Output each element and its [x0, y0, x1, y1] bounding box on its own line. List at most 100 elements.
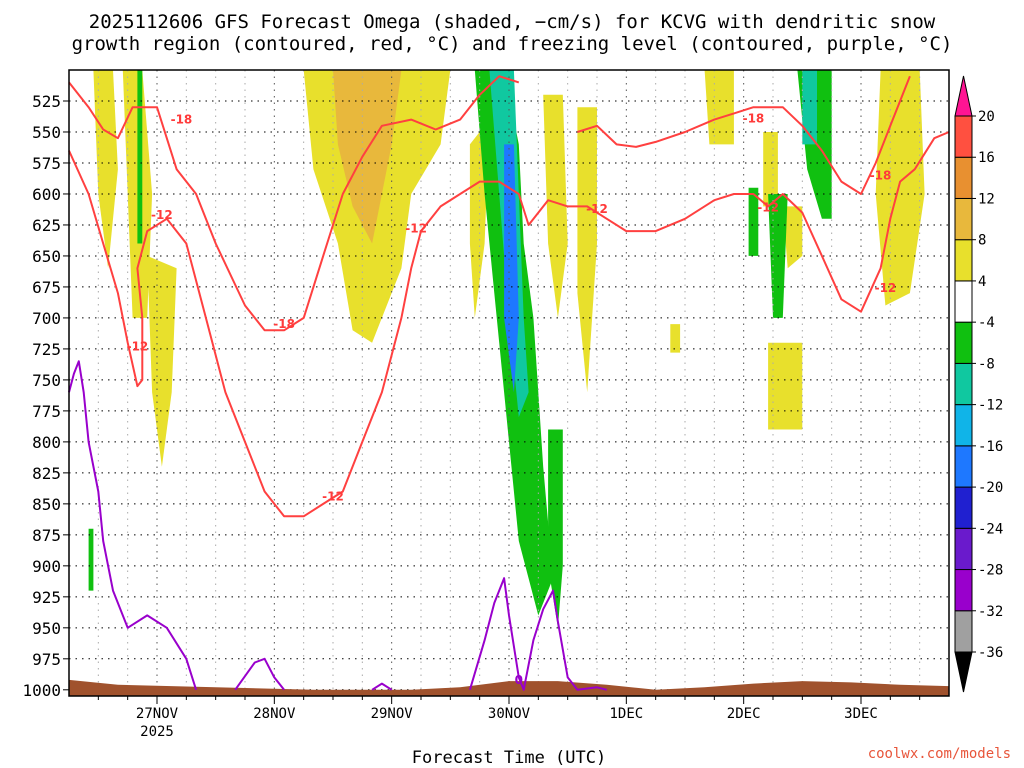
dgz-contour-label: -18 — [171, 113, 193, 127]
x-tick-label: 1DEC — [609, 706, 643, 722]
colorbar-tick-label: -8 — [978, 356, 995, 372]
dgz-contour-label: -18 — [743, 111, 765, 125]
y-tick-label: 975 — [32, 650, 61, 669]
colorbar-tick-label: -24 — [978, 521, 1003, 537]
colorbar-tick-label: -36 — [978, 645, 1003, 661]
credit-text: coolwx.com/models — [868, 746, 1011, 762]
freezing-level-contours — [68, 360, 608, 691]
colorbar-tick-label: 20 — [978, 109, 995, 125]
y-tick-label: 675 — [32, 278, 61, 297]
y-tick-label: 600 — [32, 185, 61, 204]
colorbar-segment — [954, 362, 973, 406]
colorbar-tick-label: -4 — [978, 315, 995, 331]
omega-region — [748, 187, 759, 256]
x-tick-label: 30NOV — [488, 706, 531, 722]
colorbar-tick-label: 8 — [978, 233, 986, 249]
dgz-contour-label: -12 — [405, 222, 427, 236]
freezing-level-label: 0 — [515, 673, 523, 687]
chart-title-line2: growth region (contoured, red, °C) and f… — [72, 33, 953, 55]
x-tick-label: 28NOV — [253, 706, 296, 722]
omega-region — [802, 70, 817, 145]
colorbar-tick-label: -28 — [978, 563, 1003, 579]
y-tick-label: 900 — [32, 557, 61, 576]
grid — [69, 70, 949, 696]
x-tick-label: 27NOV — [136, 706, 179, 722]
y-tick-label: 800 — [32, 433, 61, 452]
colorbar-tick-label: -12 — [978, 398, 1003, 414]
y-tick-label: 650 — [32, 247, 61, 266]
omega-region — [504, 144, 519, 393]
contour-labels: -18 -12 -12 -18 -12 -12 -12 -18 -12 -18 -12 0 — [127, 111, 897, 687]
colorbar-segment — [954, 321, 973, 364]
colorbar-segment — [954, 280, 973, 323]
colorbar-segment — [954, 445, 973, 488]
y-tick-label: 525 — [32, 92, 61, 111]
y-tick-label: 625 — [32, 216, 61, 235]
colorbar-tick-label: -20 — [978, 480, 1003, 496]
x-tick-label: 2DEC — [727, 706, 761, 722]
x-axis-label: Forecast Time (UTC) — [412, 748, 606, 768]
x-axis: 27NOV 2025 28NOV 29NOV 30NOV 1DEC 2DEC 3DEC — [97, 696, 921, 740]
dgz-contour-label: -12 — [127, 339, 149, 353]
dgz-contour-line — [68, 131, 950, 518]
plot-area: -18 -12 -12 -18 -12 -12 -12 -18 -12 -18 -12 0 — [68, 69, 950, 697]
freezing-level-line — [234, 657, 285, 691]
dgz-contour-label: -12 — [875, 281, 897, 295]
x-tick-sublabel: 2025 — [140, 724, 174, 740]
colorbar-tick-label: -32 — [978, 604, 1003, 620]
freezing-level-line — [68, 360, 198, 691]
colorbar-segment — [954, 115, 973, 158]
chart-title-line1: 2025112606 GFS Forecast Omega (shaded, −… — [89, 11, 936, 33]
dgz-contour-line — [68, 75, 520, 332]
y-tick-label: 725 — [32, 340, 61, 359]
omega-region — [333, 70, 402, 244]
y-tick-label: 700 — [32, 309, 61, 328]
colorbar-segment — [954, 569, 973, 612]
dgz-contour-label: -12 — [151, 208, 173, 222]
freezing-level-line — [468, 577, 608, 691]
colorbar-tick-label: 16 — [978, 150, 995, 166]
dgz-contour-label: -12 — [757, 201, 779, 215]
omega-region — [147, 255, 177, 467]
omega-region — [548, 429, 563, 628]
colorbar: -36 -32 -28 -24 -20 -16 -12 -8 -4 4 8 12 16 20 — [954, 75, 1003, 693]
colorbar-segment — [954, 610, 973, 653]
colorbar-segment — [954, 156, 973, 199]
omega-shading — [88, 70, 925, 628]
y-tick-label: 550 — [32, 123, 61, 142]
y-tick-label: 1000 — [22, 681, 61, 700]
x-tick-label: 3DEC — [844, 706, 878, 722]
y-tick-label: 575 — [32, 154, 61, 173]
y-tick-label: 775 — [32, 402, 61, 421]
omega-region — [577, 107, 597, 393]
dgz-red-contours — [68, 75, 950, 518]
y-tick-label: 950 — [32, 619, 61, 638]
y-tick-label: 875 — [32, 526, 61, 545]
dgz-contour-label: -12 — [322, 489, 344, 503]
omega-region — [782, 206, 803, 269]
freezing-level-line — [371, 682, 393, 691]
omega-region — [88, 528, 94, 591]
omega-region — [137, 70, 143, 244]
omega-region — [543, 94, 568, 318]
y-tick-label: 850 — [32, 495, 61, 514]
omega-region — [875, 70, 925, 306]
colorbar-tick-label: -16 — [978, 439, 1003, 455]
colorbar-segment — [954, 197, 973, 241]
colorbar-segment — [954, 486, 973, 529]
terrain-fill — [69, 679, 949, 696]
colorbar-segment — [954, 239, 973, 282]
omega-region — [768, 342, 803, 430]
y-tick-label: 750 — [32, 371, 61, 390]
colorbar-tick-label: 12 — [978, 191, 995, 207]
dgz-contour-label: -18 — [273, 317, 295, 331]
dgz-contour-line — [577, 75, 911, 195]
colorbar-tick-label: 4 — [978, 274, 986, 290]
dgz-contour-label: -18 — [870, 168, 892, 182]
colorbar-under-triangle — [954, 651, 973, 693]
omega-region — [670, 324, 681, 353]
omega-region — [93, 70, 118, 269]
x-tick-label: 29NOV — [371, 706, 414, 722]
omega-region — [763, 132, 778, 207]
